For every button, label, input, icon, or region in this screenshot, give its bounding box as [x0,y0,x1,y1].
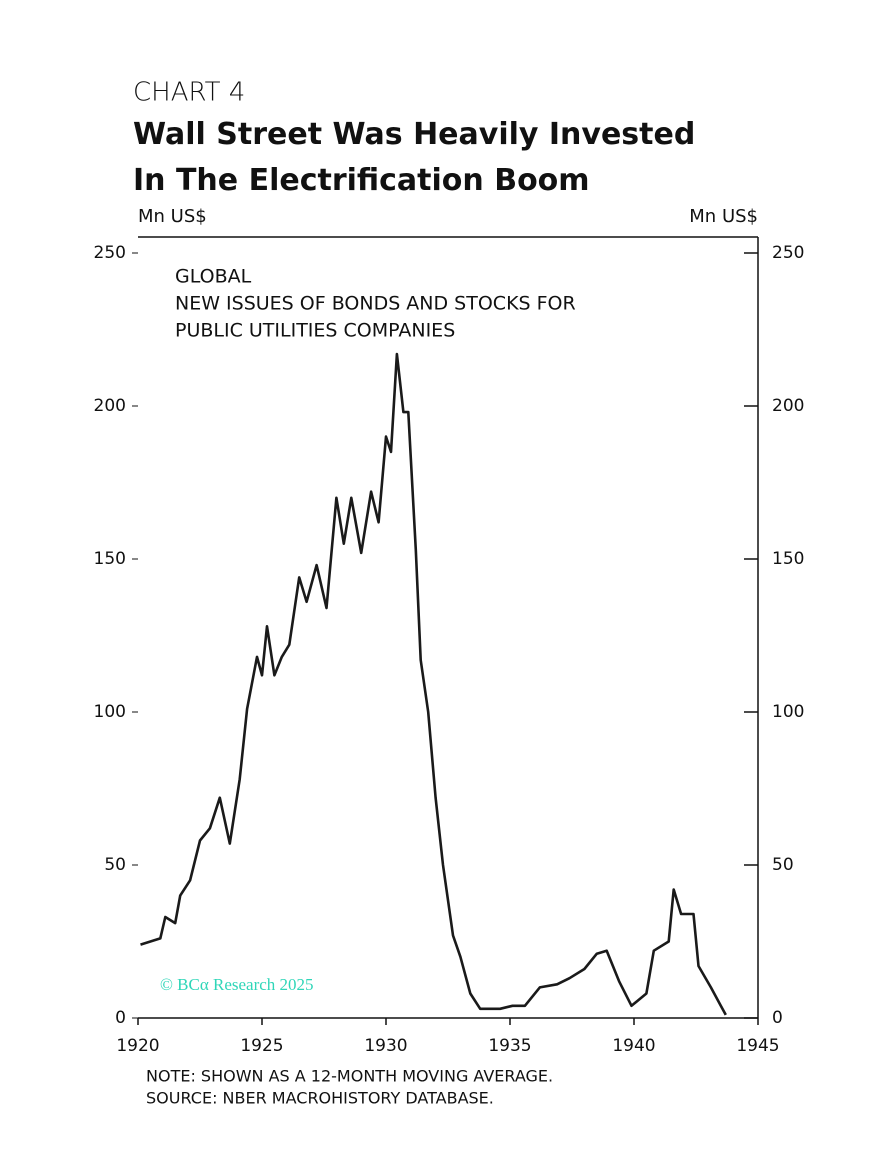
y2-tick-label: 50 [772,855,794,875]
y-tick-label: 150 [94,549,126,569]
kicker: CHART 4 [133,78,245,108]
x-tick-label: 1940 [612,1036,655,1056]
y2-tick-label: 200 [772,396,804,416]
watermark: © BCα Research 2025 [160,975,314,994]
y2-tick-label: 150 [772,549,804,569]
x-tick-label: 1920 [116,1036,159,1056]
y-tick-label: 200 [94,396,126,416]
x-tick-label: 1945 [736,1036,779,1056]
x-tick-label: 1925 [240,1036,283,1056]
x-tick-label: 1935 [488,1036,531,1056]
y2-tick-label: 100 [772,702,804,722]
y2-tick-label: 0 [772,1008,783,1028]
annotation: NEW ISSUES OF BONDS AND STOCKS FOR [175,293,576,315]
line-series [140,352,727,1016]
x-tick-label: 1930 [364,1036,407,1056]
y-tick-label: 50 [104,855,126,875]
y-axis-label: Mn US$ [138,206,207,227]
y-tick-label: 250 [94,243,126,263]
note: SOURCE: NBER MACROHISTORY DATABASE. [146,1089,494,1108]
y-tick-label: 100 [94,702,126,722]
note: NOTE: SHOWN AS A 12-MONTH MOVING AVERAGE… [146,1067,553,1086]
y-tick-label: 0 [115,1008,126,1028]
y2-tick-label: 250 [772,243,804,263]
annotation: PUBLIC UTILITIES COMPANIES [175,320,455,342]
chart-title: Wall Street Was Heavily Invested In The E… [133,117,695,198]
annotation: GLOBAL [175,266,252,288]
y2-axis-label: Mn US$ [689,206,758,227]
